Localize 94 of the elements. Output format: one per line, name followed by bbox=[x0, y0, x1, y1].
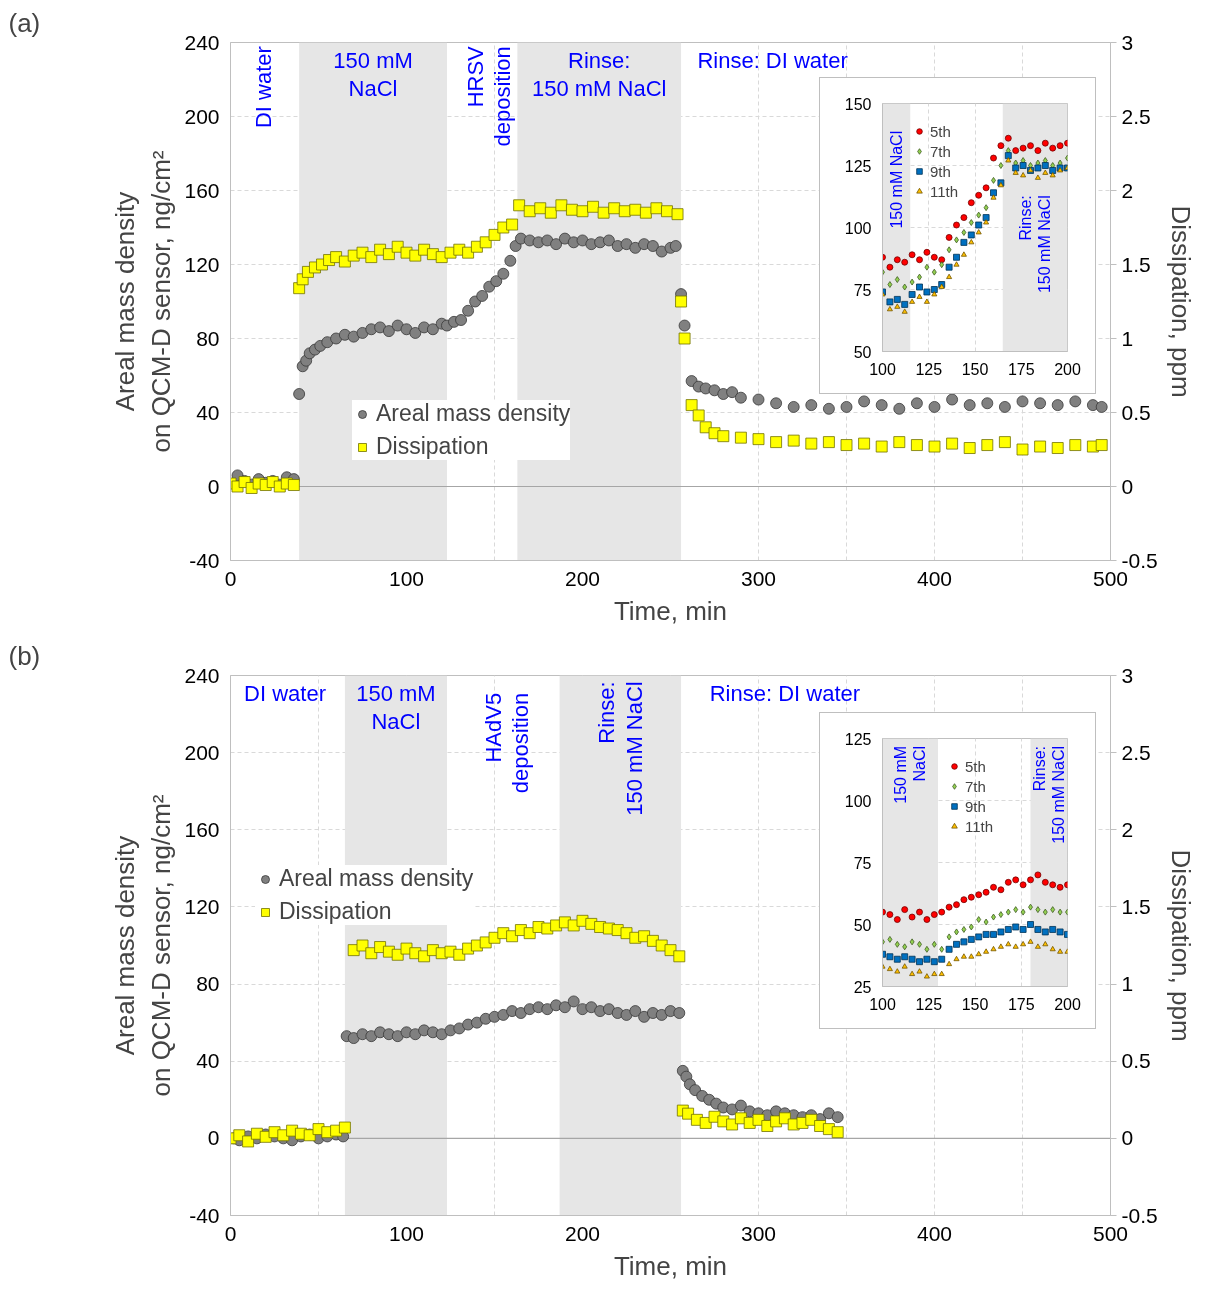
y-tick-label: 200 bbox=[184, 104, 220, 128]
band-label: Rinse: 150 mM NaCl bbox=[1031, 745, 1067, 844]
annotation: Rinse: DI water bbox=[709, 681, 861, 707]
legend-label: 5th bbox=[965, 757, 986, 775]
x-tick-label: 0 bbox=[224, 1221, 237, 1245]
y2-tick-label: 0.5 bbox=[1121, 1049, 1151, 1073]
y2-tick-label: 2 bbox=[1121, 817, 1134, 841]
x-tick-label: 200 bbox=[1054, 360, 1081, 378]
x-tick-label: 125 bbox=[915, 360, 943, 378]
y2-axis-title: Dissipation, ppm bbox=[1165, 849, 1196, 1042]
y2-tick-label: 2.5 bbox=[1121, 740, 1151, 764]
x-tick-label: 100 bbox=[869, 360, 896, 378]
y2-tick-label: 3 bbox=[1121, 663, 1134, 687]
x-tick-label: 100 bbox=[388, 566, 425, 590]
legend-label: 7th bbox=[930, 142, 951, 160]
x-tick-label: 300 bbox=[740, 1221, 777, 1245]
legend-label: Dissipation bbox=[279, 898, 392, 925]
y-tick-label: 50 bbox=[853, 916, 872, 934]
y-tick-label: 50 bbox=[853, 343, 872, 361]
y-tick-label: 75 bbox=[853, 281, 872, 299]
y-tick-label: 160 bbox=[184, 178, 220, 202]
band-label: 150 mM NaCl bbox=[333, 48, 413, 101]
y-tick-label: -40 bbox=[189, 1203, 220, 1227]
band-label: Rinse: 150 mM NaCl bbox=[1017, 195, 1053, 294]
y-tick-label: 160 bbox=[184, 817, 220, 841]
x-tick-label: 200 bbox=[1054, 995, 1081, 1013]
x-axis-title: Time, min bbox=[613, 595, 728, 626]
y-tick-label: 40 bbox=[196, 1049, 220, 1073]
y-tick-label: 100 bbox=[844, 792, 872, 810]
text: (b) bbox=[8, 640, 41, 671]
y2-tick-label: 2.5 bbox=[1121, 104, 1151, 128]
annotation: DI water bbox=[244, 681, 327, 707]
legend-label: 5th bbox=[930, 122, 951, 140]
y-tick-label: 240 bbox=[184, 30, 220, 54]
x-tick-label: 100 bbox=[388, 1221, 425, 1245]
band-label: Rinse: 150 mM NaCl bbox=[531, 48, 667, 101]
y2-tick-label: 1.5 bbox=[1121, 252, 1151, 276]
annotation: DI water bbox=[251, 46, 277, 129]
y-tick-label: 25 bbox=[853, 978, 872, 996]
y-tick-label: 100 bbox=[844, 219, 872, 237]
y2-tick-label: 0 bbox=[1121, 474, 1134, 498]
y2-tick-label: 1 bbox=[1121, 972, 1134, 996]
x-tick-label: 0 bbox=[224, 566, 237, 590]
x-tick-label: 150 bbox=[961, 995, 989, 1013]
y-tick-label: 125 bbox=[844, 730, 872, 748]
x-tick-label: 125 bbox=[915, 995, 943, 1013]
x-tick-label: 175 bbox=[1007, 995, 1035, 1013]
legend-label: Areal mass density bbox=[376, 400, 571, 427]
x-tick-label: 175 bbox=[1007, 360, 1035, 378]
band-label: 150 mM NaCl bbox=[356, 681, 436, 734]
y-tick-label: 125 bbox=[844, 157, 872, 175]
legend-label: 9th bbox=[930, 162, 951, 180]
legend-label: Areal mass density bbox=[279, 865, 474, 892]
band-label: 150 mM NaCl bbox=[892, 745, 929, 804]
x-tick-label: 200 bbox=[564, 566, 601, 590]
x-tick-label: 100 bbox=[869, 995, 896, 1013]
y2-tick-label: 2 bbox=[1121, 178, 1134, 202]
x-tick-label: 150 bbox=[961, 360, 989, 378]
band-label: Rinse: 150 mM NaCl bbox=[594, 681, 647, 816]
legend-label: 11th bbox=[930, 182, 959, 200]
y-tick-label: 40 bbox=[196, 400, 220, 424]
y-tick-label: 240 bbox=[184, 663, 220, 687]
y2-tick-label: 1 bbox=[1121, 326, 1134, 350]
y-tick-label: -40 bbox=[189, 548, 220, 572]
y2-tick-label: 0 bbox=[1121, 1126, 1134, 1150]
y-tick-label: 120 bbox=[184, 894, 220, 918]
annotation: Rinse: DI water bbox=[697, 48, 848, 74]
annotation: HRSV deposition bbox=[462, 45, 516, 147]
text: (a) bbox=[8, 7, 41, 38]
y-axis-title: Areal mass density on QCM-D sensor, ng/cm² bbox=[110, 150, 177, 453]
legend-label: 11th bbox=[965, 817, 994, 835]
y-tick-label: 80 bbox=[196, 972, 220, 996]
x-axis-title: Time, min bbox=[613, 1250, 728, 1281]
y-tick-label: 200 bbox=[184, 740, 220, 764]
x-tick-label: 400 bbox=[916, 566, 953, 590]
y-tick-label: 80 bbox=[196, 326, 220, 350]
y-tick-label: 120 bbox=[184, 252, 220, 276]
x-tick-label: 300 bbox=[740, 566, 777, 590]
annotation: HAdV5 deposition bbox=[480, 692, 534, 794]
y-tick-label: 75 bbox=[853, 854, 872, 872]
legend-label: Dissipation bbox=[376, 433, 489, 460]
y2-axis-title: Dissipation, ppm bbox=[1165, 205, 1196, 398]
band-label: 150 mM NaCl bbox=[887, 130, 905, 229]
legend-label: 7th bbox=[965, 777, 986, 795]
y-tick-label: 0 bbox=[207, 474, 220, 498]
x-tick-label: 200 bbox=[564, 1221, 601, 1245]
y-axis-title: Areal mass density on QCM-D sensor, ng/cm² bbox=[110, 794, 177, 1097]
legend-label: 9th bbox=[965, 797, 986, 815]
x-tick-label: 400 bbox=[916, 1221, 953, 1245]
y-tick-label: 150 bbox=[844, 95, 872, 113]
y2-tick-label: 0.5 bbox=[1121, 400, 1151, 424]
y2-tick-label: 1.5 bbox=[1121, 894, 1151, 918]
y-tick-label: 0 bbox=[207, 1126, 220, 1150]
y2-tick-label: 3 bbox=[1121, 30, 1134, 54]
